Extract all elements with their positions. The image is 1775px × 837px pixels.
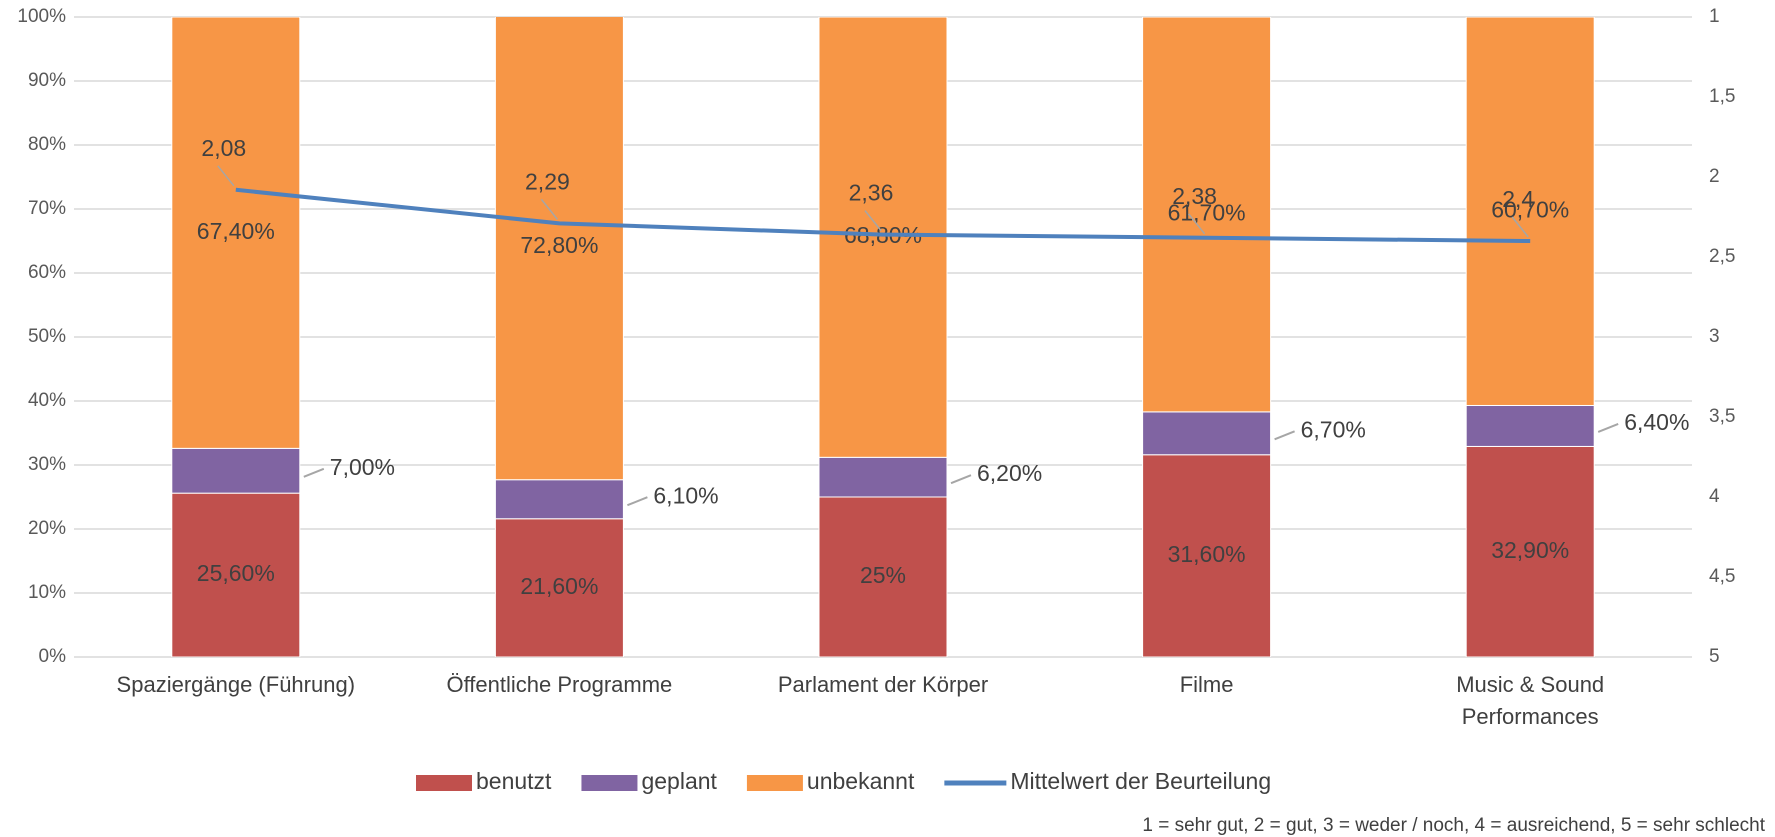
data-label: 2,36 xyxy=(849,180,894,206)
bar-segment xyxy=(494,479,624,520)
leader-line xyxy=(950,474,972,485)
legend-label: Mittelwert der Beurteilung xyxy=(1010,768,1271,794)
x-tick-label: Filme xyxy=(1179,672,1234,697)
x-tick-label: Parlament der Körper xyxy=(777,672,989,697)
data-label: 31,60% xyxy=(1168,541,1246,567)
line-series xyxy=(235,187,1531,243)
data-label: 67,40% xyxy=(197,218,275,244)
y2-tick-label: 3 xyxy=(1709,326,1720,347)
data-label: 21,60% xyxy=(520,573,598,599)
y-tick-label: 90% xyxy=(28,70,66,91)
y2-tick-label: 4,5 xyxy=(1709,566,1735,587)
y-tick-label: 10% xyxy=(28,582,66,603)
leader-line xyxy=(303,467,325,478)
leader-line xyxy=(864,210,882,232)
legend-swatch xyxy=(746,775,803,791)
data-label: 2,08 xyxy=(201,135,246,161)
data-label: 32,90% xyxy=(1491,537,1569,563)
bar-segment xyxy=(1465,17,1595,406)
bars xyxy=(171,17,1595,657)
data-label: 60,70% xyxy=(1491,196,1569,222)
y2-tick-label: 2,5 xyxy=(1709,246,1735,267)
leader-line xyxy=(627,496,648,507)
y-tick-label: 60% xyxy=(28,262,66,283)
leader-line xyxy=(1511,216,1529,238)
legend-label: benutzt xyxy=(476,768,552,794)
bar-segment xyxy=(494,17,624,481)
data-label: 2,29 xyxy=(525,168,570,194)
y-tick-label: 0% xyxy=(39,646,67,667)
y2-tick-label: 3,5 xyxy=(1709,406,1735,427)
bar-segment xyxy=(1465,404,1595,447)
legend-swatch xyxy=(416,775,472,791)
footnote: 1 = sehr gut, 2 = gut, 3 = weder / noch,… xyxy=(1142,815,1765,836)
y-tick-label: 30% xyxy=(28,454,66,475)
bar-segment xyxy=(1465,445,1595,657)
x-tick-label: Music & Sound Performances xyxy=(1456,672,1605,729)
y-tick-label: 70% xyxy=(28,198,66,219)
leader-line xyxy=(540,198,558,220)
bar-segment xyxy=(171,492,301,657)
x-tick-label: Spaziergänge (Führung) xyxy=(116,672,356,697)
leader-line xyxy=(1597,423,1619,433)
bar-segment xyxy=(1142,411,1272,456)
x-tick-label: Öffentliche Programme xyxy=(446,672,673,697)
data-label: 7,00% xyxy=(330,454,395,480)
bar-segment xyxy=(494,518,624,657)
leader-line xyxy=(217,165,235,187)
bar-segment xyxy=(171,447,301,494)
bar-segment xyxy=(1142,17,1272,413)
y2-tick-label: 1 xyxy=(1709,6,1720,27)
data-label: 2,38 xyxy=(1172,183,1217,209)
data-label: 72,80% xyxy=(520,232,598,258)
legend-swatch xyxy=(581,775,638,791)
bar-segment xyxy=(818,496,948,657)
data-label: 25,60% xyxy=(197,560,275,586)
y2-tick-label: 4 xyxy=(1709,486,1720,507)
y-tick-label: 20% xyxy=(28,518,66,539)
y2-tick-label: 5 xyxy=(1709,646,1720,667)
bar-segment xyxy=(171,17,301,449)
y-tick-label: 80% xyxy=(28,134,66,155)
bar-segment xyxy=(818,17,948,458)
data-label: 6,40% xyxy=(1624,409,1689,435)
y-tick-label: 50% xyxy=(28,326,66,347)
leader-line xyxy=(1274,430,1295,441)
data-label: 6,70% xyxy=(1301,416,1366,442)
data-label: 25% xyxy=(860,562,906,588)
leader-line xyxy=(1188,213,1206,235)
bar-segment xyxy=(1142,454,1272,657)
data-label: 61,70% xyxy=(1168,200,1246,226)
y2-tick-label: 1,5 xyxy=(1709,86,1735,107)
data-label: 6,20% xyxy=(977,460,1042,486)
legend-label: unbekannt xyxy=(807,768,915,794)
y-tick-label: 100% xyxy=(17,6,66,27)
y2-tick-label: 2 xyxy=(1709,166,1720,187)
legend-label: geplant xyxy=(641,768,717,794)
y-tick-label: 40% xyxy=(28,390,66,411)
data-label: 2,4 xyxy=(1502,186,1534,212)
bar-segment xyxy=(818,456,948,498)
data-label: 6,10% xyxy=(653,482,718,508)
